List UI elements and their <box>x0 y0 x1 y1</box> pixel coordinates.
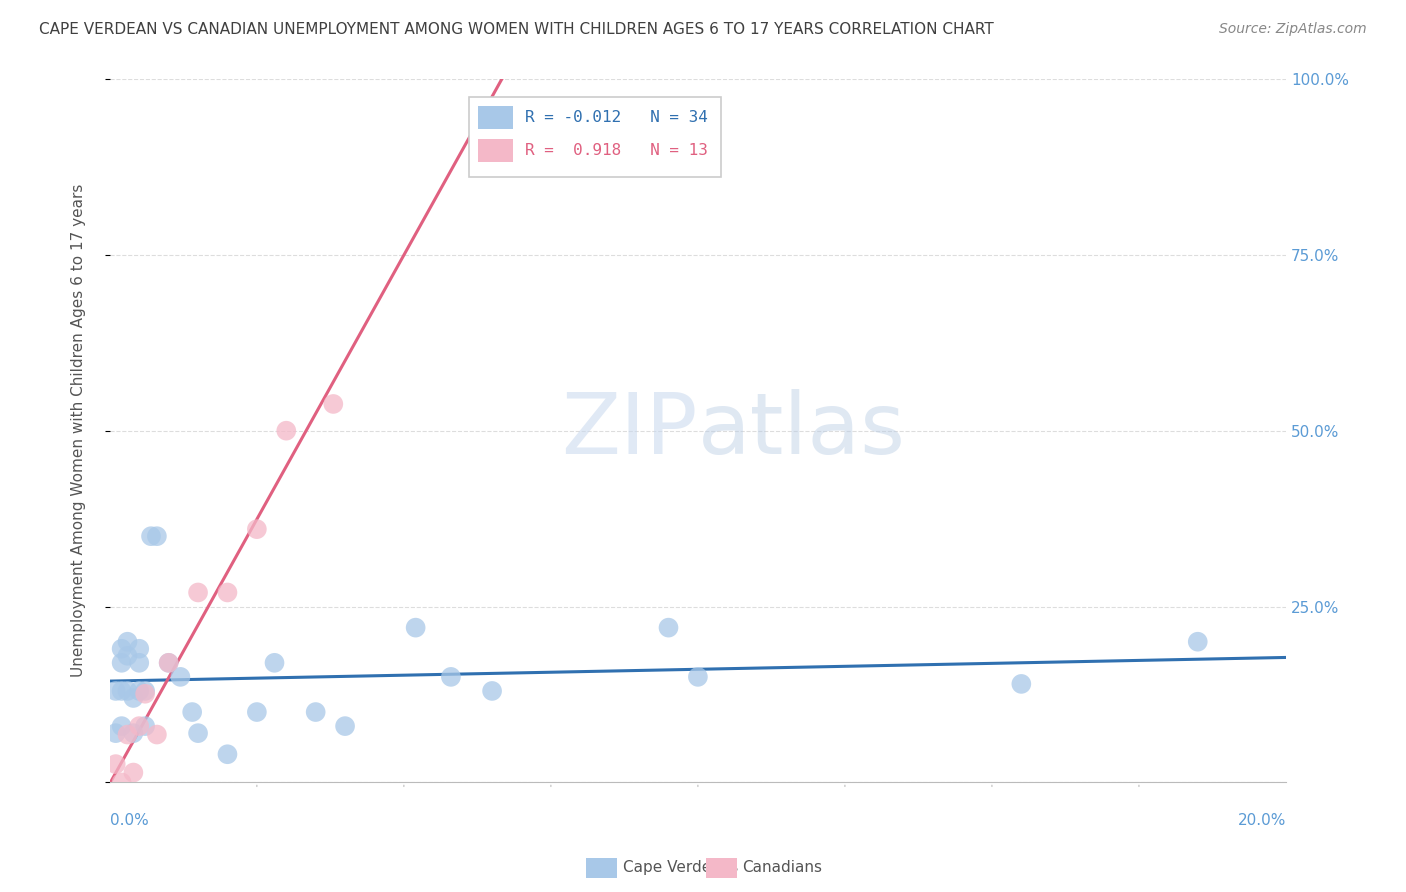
Point <box>110 719 132 733</box>
Point <box>333 719 356 733</box>
Point <box>104 757 127 772</box>
Point <box>122 726 145 740</box>
Point <box>246 522 269 536</box>
Point <box>134 719 156 733</box>
Point <box>139 529 162 543</box>
Y-axis label: Unemployment Among Women with Children Ages 6 to 17 years: Unemployment Among Women with Children A… <box>72 184 86 677</box>
Point <box>686 670 709 684</box>
Text: CAPE VERDEAN VS CANADIAN UNEMPLOYMENT AMONG WOMEN WITH CHILDREN AGES 6 TO 17 YEA: CAPE VERDEAN VS CANADIAN UNEMPLOYMENT AM… <box>39 22 994 37</box>
Point <box>104 726 127 740</box>
Point <box>217 747 239 762</box>
Point <box>263 656 285 670</box>
Point <box>146 727 169 741</box>
Point <box>128 684 150 698</box>
Point <box>440 670 463 684</box>
Text: Canadians: Canadians <box>742 860 823 874</box>
Point <box>181 705 204 719</box>
Text: R =  0.918   N = 13: R = 0.918 N = 13 <box>524 144 707 158</box>
Point <box>128 656 150 670</box>
FancyBboxPatch shape <box>468 96 721 178</box>
Text: Source: ZipAtlas.com: Source: ZipAtlas.com <box>1219 22 1367 37</box>
FancyBboxPatch shape <box>478 139 513 162</box>
Point <box>169 670 191 684</box>
Point <box>405 621 427 635</box>
Point <box>322 397 344 411</box>
Point <box>128 719 150 733</box>
Point <box>481 684 503 698</box>
Point <box>110 684 132 698</box>
Point <box>110 656 132 670</box>
Text: 20.0%: 20.0% <box>1237 813 1286 828</box>
Point <box>117 727 139 741</box>
Text: 0.0%: 0.0% <box>110 813 149 828</box>
Point <box>276 424 298 438</box>
Point <box>146 529 169 543</box>
Point <box>187 726 209 740</box>
Point <box>122 765 145 780</box>
Point <box>157 656 180 670</box>
Point <box>217 585 239 599</box>
Point <box>128 641 150 656</box>
Point <box>157 656 180 670</box>
Point <box>134 684 156 698</box>
Text: atlas: atlas <box>697 389 905 472</box>
Point <box>110 641 132 656</box>
Point <box>134 687 156 701</box>
Point <box>1010 677 1032 691</box>
Point <box>117 634 139 648</box>
Text: Cape Verdeans: Cape Verdeans <box>623 860 738 874</box>
FancyBboxPatch shape <box>478 106 513 129</box>
Point <box>305 705 328 719</box>
Point <box>657 621 679 635</box>
Point <box>110 775 132 789</box>
Point <box>117 684 139 698</box>
Text: ZIP: ZIP <box>561 389 697 472</box>
Point <box>187 585 209 599</box>
Text: R = -0.012   N = 34: R = -0.012 N = 34 <box>524 111 707 125</box>
Point <box>104 684 127 698</box>
Point <box>246 705 269 719</box>
Point <box>117 648 139 663</box>
Point <box>1187 634 1209 648</box>
Point <box>122 690 145 705</box>
